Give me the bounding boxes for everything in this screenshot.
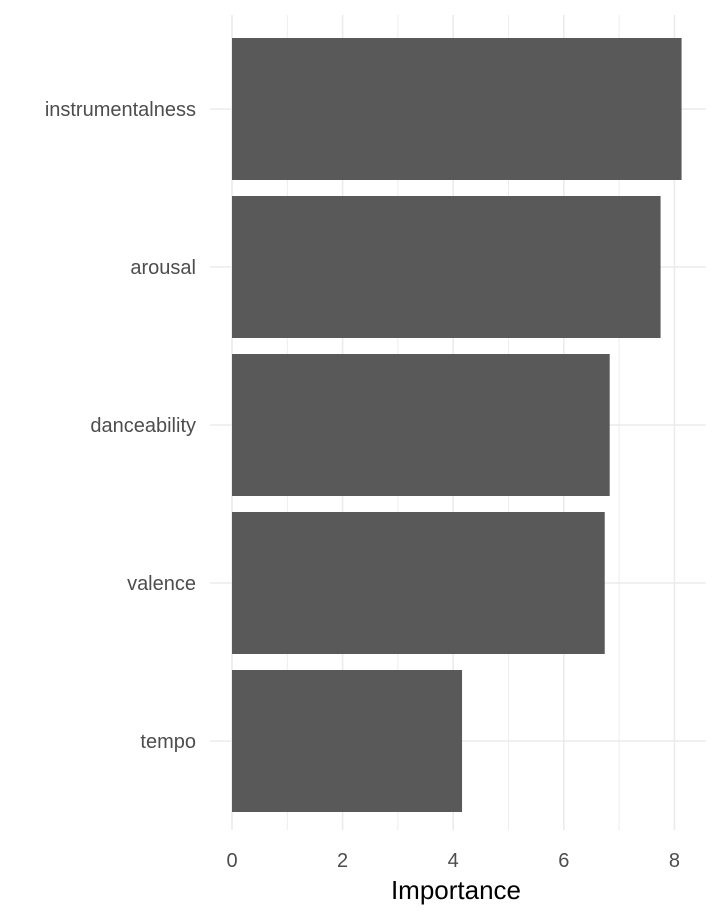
category-label-arousal: arousal (130, 257, 196, 279)
x-tick-label: 0 (226, 850, 237, 872)
bar-arousal (232, 196, 661, 338)
x-tick-label: 8 (669, 850, 680, 872)
x-tick-label: 6 (558, 850, 569, 872)
bar-instrumentalness (232, 38, 682, 180)
category-label-instrumentalness: instrumentalness (45, 99, 196, 121)
category-label-tempo: tempo (140, 731, 196, 753)
x-axis-title: Importance (391, 875, 521, 905)
x-tick-label: 2 (337, 850, 348, 872)
bar-valence (232, 512, 605, 654)
category-label-valence: valence (127, 573, 196, 595)
category-label-danceability: danceability (90, 415, 196, 437)
x-tick-label: 4 (448, 850, 459, 872)
bar-tempo (232, 670, 463, 812)
x-tick-labels: 0 2 4 6 8 (226, 850, 680, 872)
category-labels: instrumentalness arousal danceability valen… (45, 99, 196, 753)
bar-layer (232, 38, 682, 812)
bar-danceability (232, 354, 610, 496)
